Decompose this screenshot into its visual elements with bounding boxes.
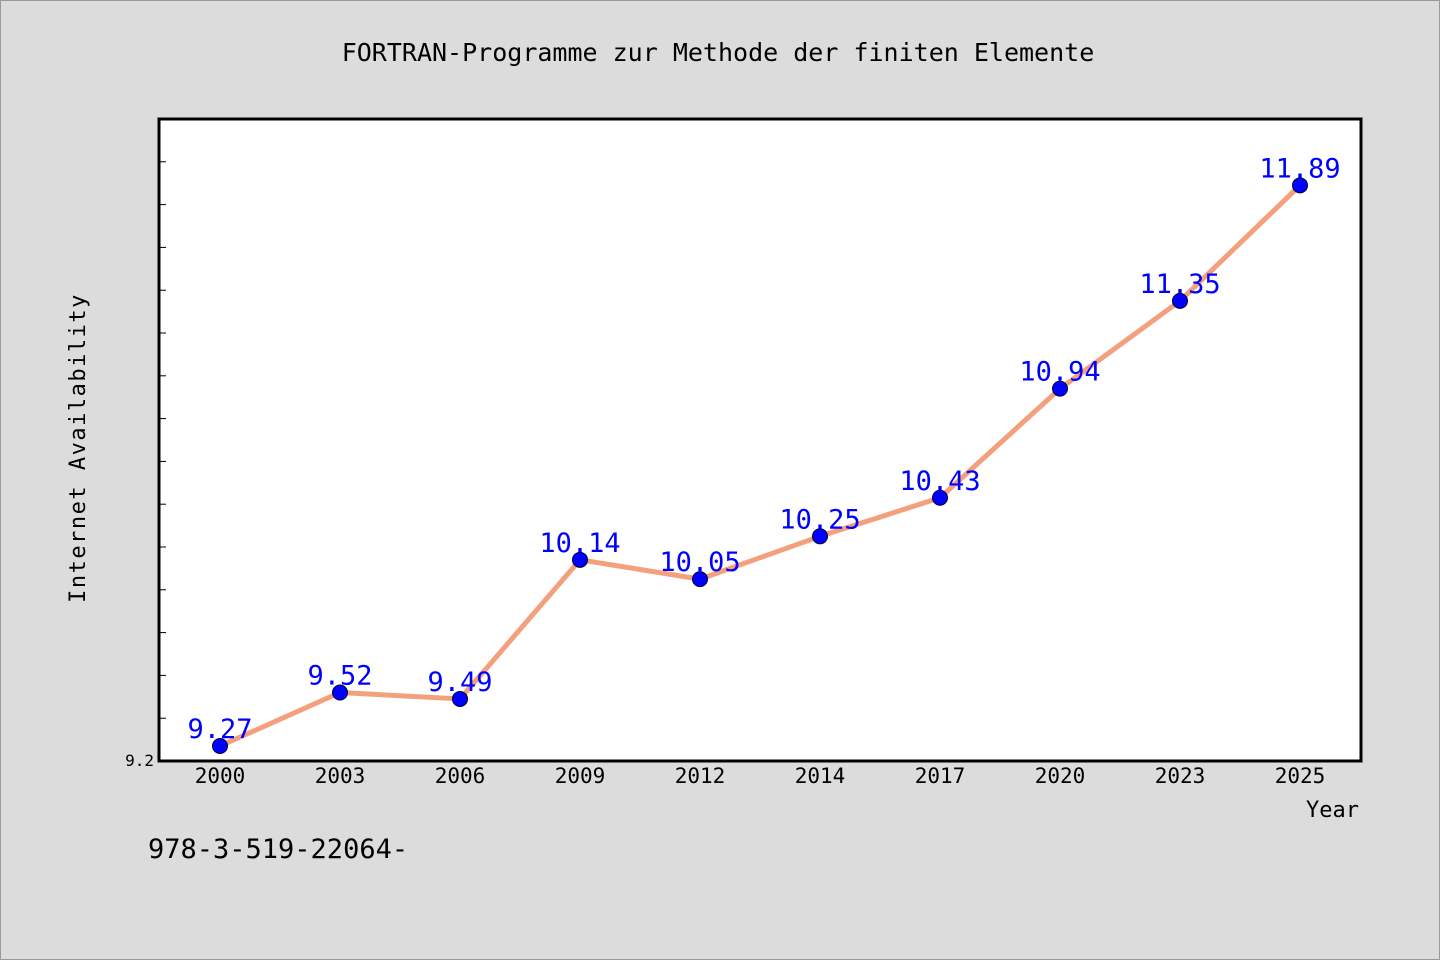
data-label: 9.49 [427,667,492,698]
y-axis-label: Internet Availability [66,293,91,603]
x-tick-label: 2012 [675,764,726,788]
data-point [932,489,948,506]
series-line [217,182,1303,749]
data-label: 10.43 [899,466,980,497]
x-tick-label: 2023 [1155,764,1206,788]
data-point [572,551,588,568]
x-tick-label: 2000 [195,764,246,788]
x-tick-label: 2009 [555,764,606,788]
data-label: 9.52 [307,661,372,692]
data-label: 10.25 [779,504,860,535]
data-label: 9.27 [187,714,252,745]
series-markers [212,177,1308,755]
data-point [212,738,228,755]
plot-area [157,117,1363,763]
x-tick-label: 2017 [915,764,966,788]
y-axis-tick-labels: 9.2 [125,751,154,770]
x-tick-label: 2014 [795,764,846,788]
data-labels: 9.27 9.52 9.49 10.14 10.05 10.25 10.43 10.94 11.… [187,153,1340,745]
data-point [812,528,828,545]
data-label: 11.35 [1139,269,1220,300]
x-axis-label: Year [1306,798,1359,823]
x-tick-label: 2003 [315,764,366,788]
chart-title: FORTRAN-Programme zur Methode der finite… [342,38,1095,67]
data-point [1052,380,1068,397]
x-axis-tick-labels: 2000 2003 2006 2009 2012 2014 2017 2020 2023 2025 [195,764,1326,788]
data-label: 10.05 [659,547,740,578]
y-tick-label: 9.2 [125,751,154,770]
data-label: 11.89 [1259,153,1340,184]
x-tick-label: 2025 [1275,764,1326,788]
data-point [692,571,708,588]
x-tick-label: 2020 [1035,764,1086,788]
footer-note: 978-3-519-22064- [148,834,409,865]
data-label: 10.94 [1019,357,1100,388]
data-point [452,690,468,707]
data-point [332,684,348,701]
data-point [1172,292,1188,309]
data-label: 10.14 [539,528,620,559]
data-point [1292,177,1308,194]
x-tick-label: 2006 [435,764,486,788]
y-axis-ticks [159,161,166,762]
